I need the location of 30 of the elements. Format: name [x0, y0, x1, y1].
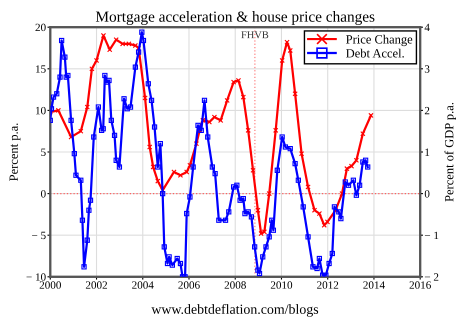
y-axis-title: Percent p.a. [10, 124, 20, 181]
y2-tick-label: 2 [424, 106, 430, 114]
x-tick-label: 2012 [317, 281, 338, 289]
x-tick-label: 2008 [224, 281, 246, 289]
x-tick-label: 2010 [270, 281, 292, 289]
y2-tick-label: 4 [424, 24, 430, 32]
y-tick-label: 5 [41, 148, 46, 156]
y-tick-label: − 5 [32, 232, 46, 240]
y-tick-label: 20 [36, 24, 46, 32]
x-tick-label: 2004 [132, 281, 154, 289]
y2-tick-label: − 2 [424, 273, 438, 281]
y2-tick-label: 3 [424, 65, 430, 73]
y-tick-label: 15 [36, 65, 46, 73]
text: www.debtdeflation.com/blogs [151, 304, 318, 317]
legend-label: Debt Accel. [346, 48, 404, 58]
y2-tick-label: 0 [424, 190, 430, 198]
y2-axis-title: Percent of GDP p.a. [444, 102, 456, 202]
y2-tick-label: 1 [425, 148, 430, 156]
legend-label: Price Change [346, 34, 412, 46]
x-tick-label: 2006 [178, 281, 200, 289]
x-tick-label: 2002 [86, 281, 108, 289]
ref-line-label: FHVB [241, 31, 268, 38]
y-tick-label: 0 [40, 190, 46, 198]
x-tick-label: 2016 [410, 281, 431, 289]
chart-title: Mortgage acceleration & house price changes [96, 11, 374, 25]
x-tick-label: 2000 [40, 281, 61, 289]
y-tick-label: − 10 [26, 273, 46, 281]
y-tick-label: 10 [36, 106, 46, 114]
x-tick-label: 2014 [363, 281, 385, 289]
y2-tick-label: − 1 [424, 232, 438, 240]
